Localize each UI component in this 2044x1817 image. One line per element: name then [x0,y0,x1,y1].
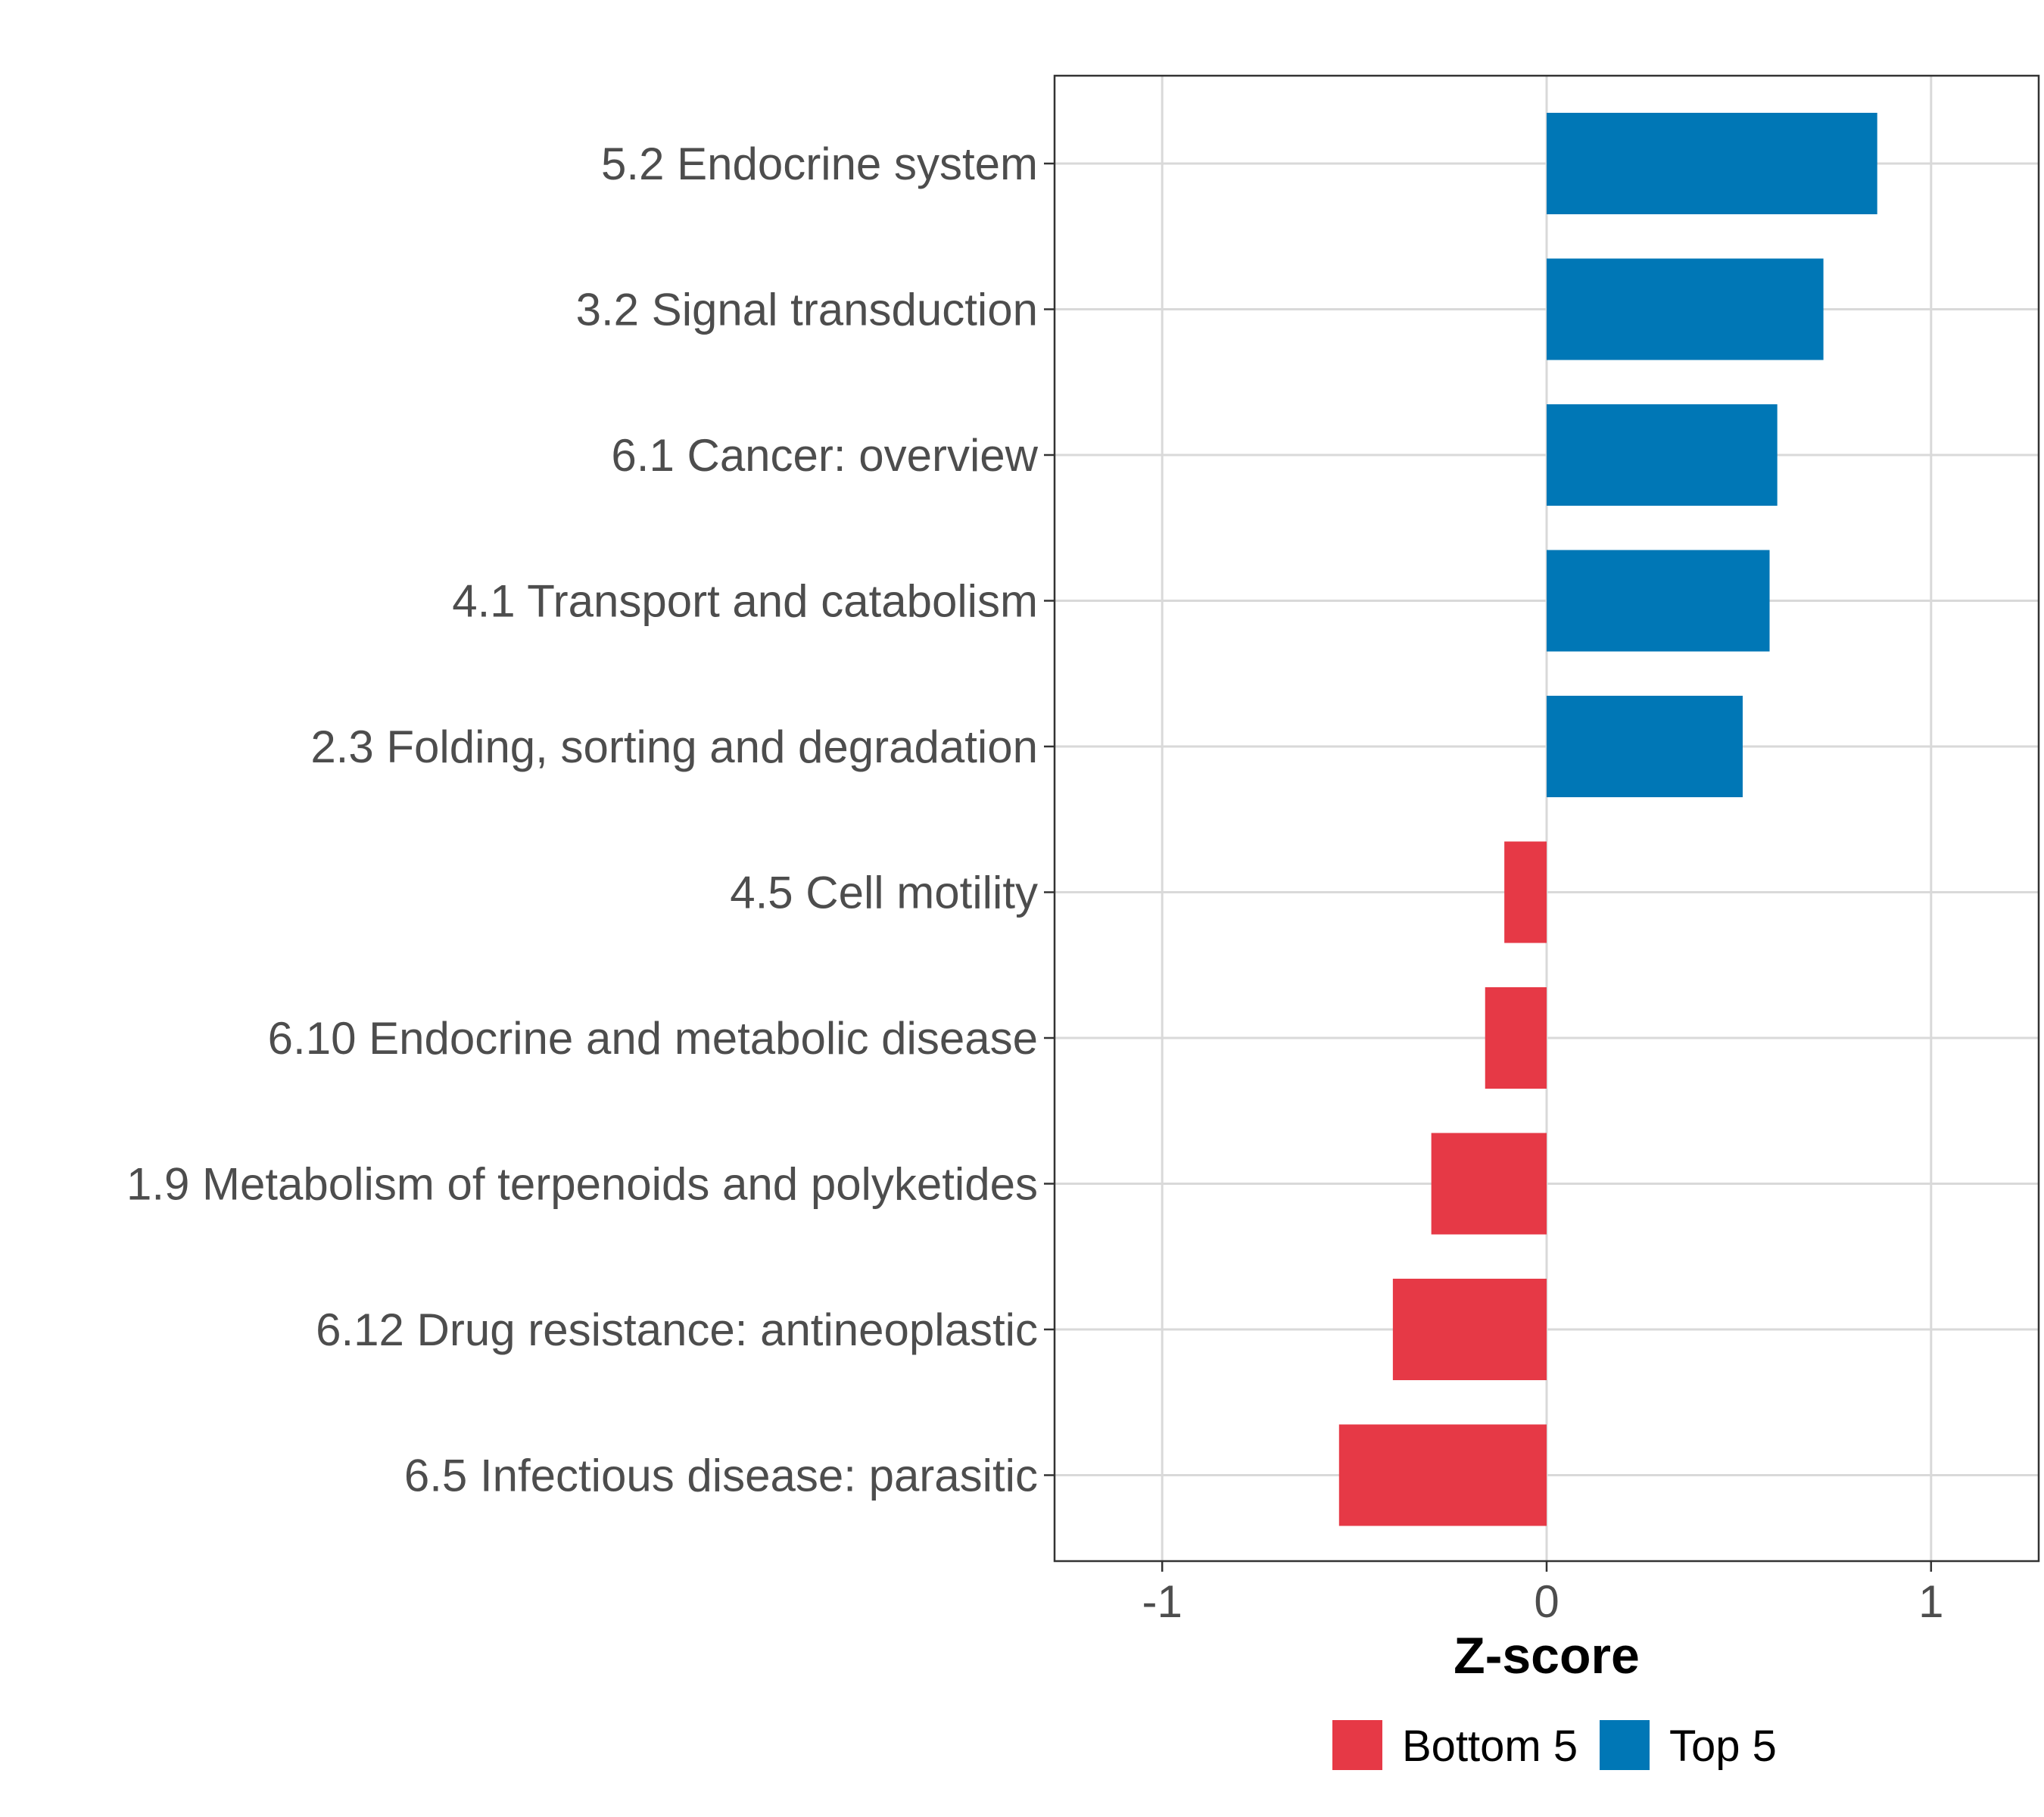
legend-label: Top 5 [1669,1722,1777,1771]
bar [1547,113,1877,214]
category-label: 2.3 Folding, sorting and degradation [310,722,1038,772]
category-label: 6.5 Infectious disease: parasitic [404,1451,1038,1501]
category-label: 6.1 Cancer: overview [611,430,1038,481]
bar [1547,258,1824,360]
legend-key-bottom5 [1332,1720,1382,1770]
bar [1547,404,1778,506]
x-tick-label: -1 [1142,1576,1182,1627]
category-label: 5.2 Endocrine system [601,139,1038,189]
bars [1338,113,1877,1526]
legend: Bottom 5 Top 5 [1332,1720,1777,1771]
category-label: 6.12 Drug resistance: antineoplastic [316,1304,1038,1355]
category-label: 4.5 Cell motility [730,868,1038,918]
category-label: 6.10 Endocrine and metabolic disease [268,1013,1038,1064]
bar [1485,987,1547,1089]
bar [1504,841,1547,943]
bar [1547,550,1770,652]
legend-label: Bottom 5 [1402,1722,1578,1771]
bar [1431,1133,1547,1235]
category-label: 3.2 Signal transduction [576,285,1038,335]
bar [1547,696,1743,797]
x-tick-label: 0 [1534,1576,1559,1627]
x-axis-title: Z-score [1454,1627,1640,1685]
category-label: 4.1 Transport and catabolism [452,576,1038,627]
x-tick-label: 1 [1918,1576,1943,1627]
category-label: 1.9 Metabolism of terpenoids and polyket… [126,1159,1038,1210]
bar [1392,1279,1547,1380]
bar [1338,1424,1547,1526]
y-axis: 5.2 Endocrine system 3.2 Signal transduct… [126,139,1055,1501]
x-axis: -1 0 1 [1142,1561,1944,1627]
legend-key-top5 [1600,1720,1650,1770]
